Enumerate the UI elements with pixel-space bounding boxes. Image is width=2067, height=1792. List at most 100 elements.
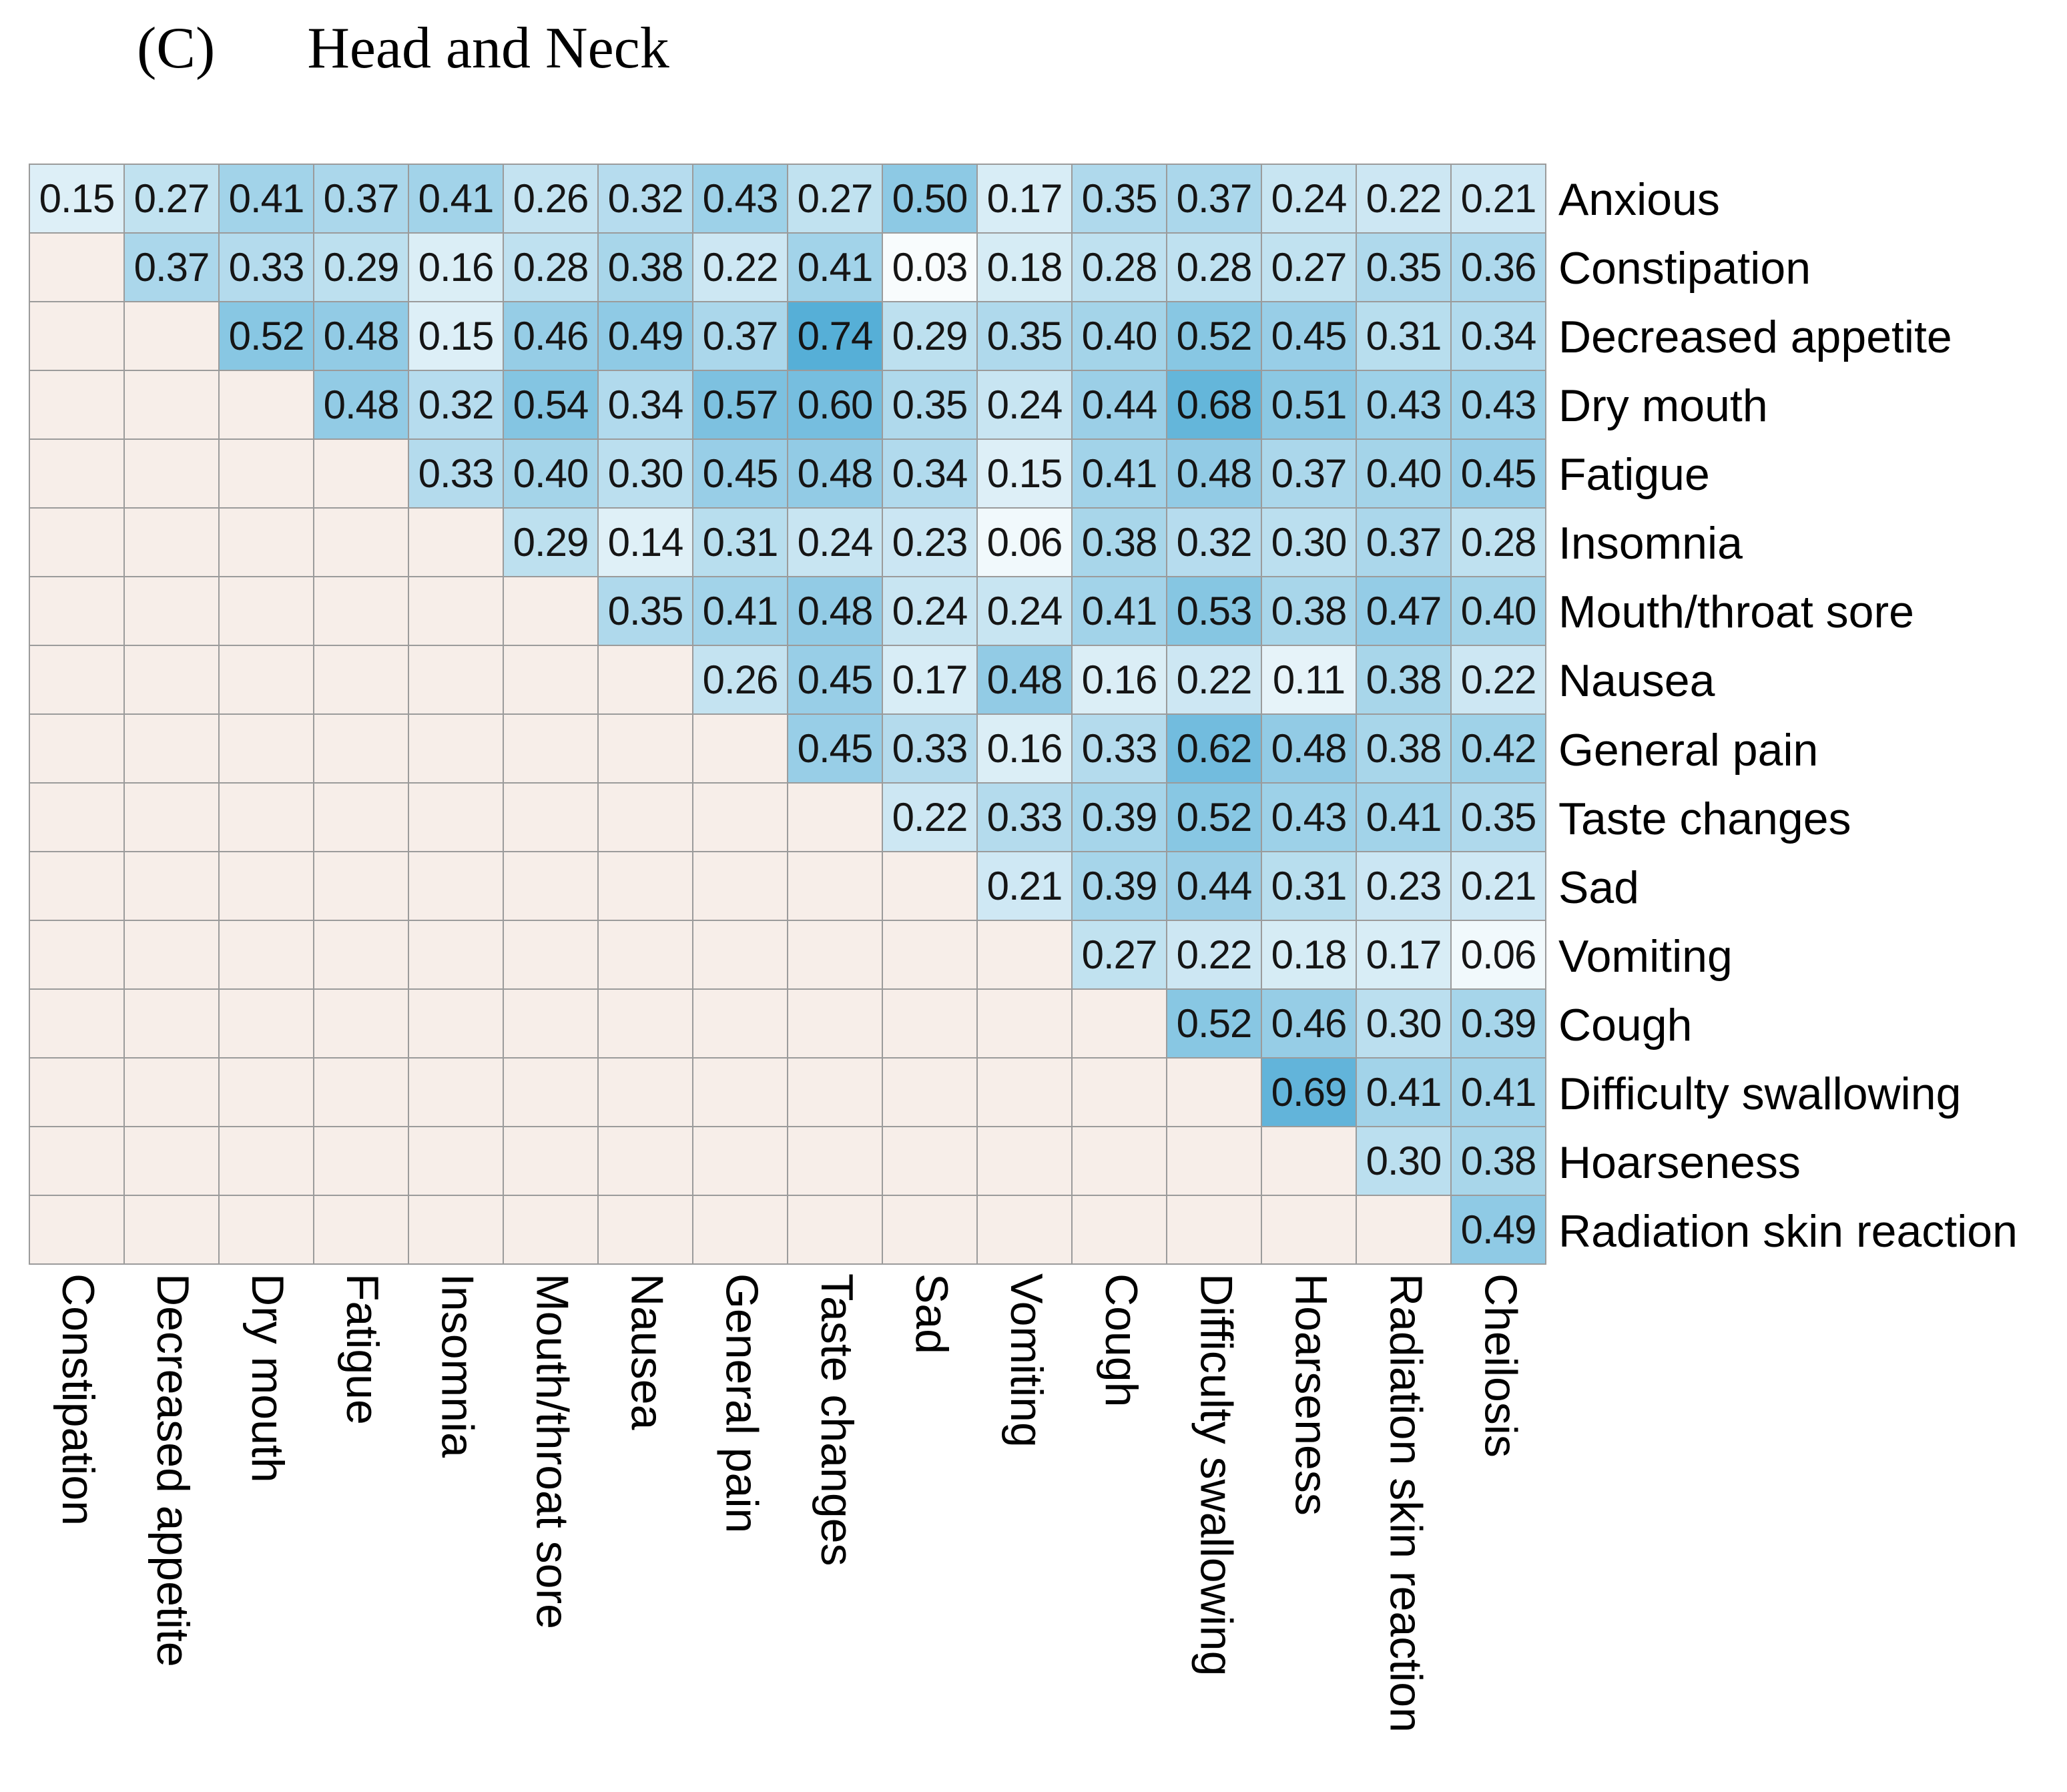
heatmap-cell: 0.29 [314, 234, 408, 301]
heatmap-cell: 0.24 [978, 577, 1071, 645]
heatmap-cell-empty [30, 852, 123, 920]
heatmap-cell: 0.32 [599, 165, 692, 232]
row-label: Hoarseness [1558, 1137, 1801, 1189]
figure-title: (C) Head and Neck [137, 15, 669, 82]
row-label: Fatigue [1558, 449, 1710, 501]
heatmap-cell: 0.69 [1262, 1059, 1356, 1126]
column-label: Taste changes [811, 1273, 862, 1566]
heatmap-cell-empty [693, 1059, 787, 1126]
heatmap-cell-empty [788, 921, 882, 988]
heatmap-cell-empty [30, 440, 123, 507]
heatmap-cell-empty [504, 990, 597, 1057]
heatmap-cell-empty [409, 1059, 503, 1126]
heatmap-cell: 0.45 [788, 715, 882, 782]
column-label: Dry mouth [242, 1273, 293, 1483]
heatmap-cell: 0.51 [1262, 371, 1356, 438]
heatmap-cell-empty [883, 921, 976, 988]
heatmap-cell: 0.03 [883, 234, 976, 301]
heatmap-cell-empty [220, 509, 313, 576]
heatmap-cell-empty [883, 990, 976, 1057]
heatmap-cell-empty [693, 1127, 787, 1195]
heatmap-cell: 0.48 [1167, 440, 1261, 507]
heatmap-cell: 0.18 [1262, 921, 1356, 988]
heatmap-cell-empty [30, 371, 123, 438]
heatmap-cell-empty [693, 784, 787, 851]
heatmap-cell: 0.48 [788, 440, 882, 507]
correlation-heatmap: 0.15 0.27 0.41 0.37 0.41 0.26 0.32 0.43 0.27 0.50… [29, 164, 1546, 1265]
heatmap-cell-empty [788, 852, 882, 920]
heatmap-cell: 0.38 [599, 234, 692, 301]
row-label: Nausea [1558, 655, 1715, 707]
column-label: Fatigue [337, 1273, 388, 1425]
heatmap-cell: 0.49 [1452, 1196, 1545, 1263]
heatmap-cell: 0.48 [978, 646, 1071, 713]
heatmap-cell: 0.16 [1073, 646, 1166, 713]
row-label: Decreased appetite [1558, 311, 1952, 362]
heatmap-cell: 0.37 [1167, 165, 1261, 232]
heatmap-cell: 0.41 [693, 577, 787, 645]
heatmap-cell: 0.52 [220, 302, 313, 370]
column-label: Cough [1096, 1273, 1147, 1408]
heatmap-cell-empty [693, 990, 787, 1057]
heatmap-cell-empty [599, 852, 692, 920]
heatmap-cell: 0.45 [788, 646, 882, 713]
heatmap-cell-empty [314, 1196, 408, 1263]
heatmap-cell-empty [693, 715, 787, 782]
heatmap-cell-empty [314, 715, 408, 782]
heatmap-cell-empty [220, 577, 313, 645]
heatmap-cell: 0.35 [1357, 234, 1450, 301]
heatmap-cell: 0.22 [1167, 921, 1261, 988]
heatmap-cell: 0.28 [504, 234, 597, 301]
heatmap-cell-empty [599, 1127, 692, 1195]
heatmap-cell: 0.31 [693, 509, 787, 576]
heatmap-cell-empty [504, 646, 597, 713]
heatmap-cell-empty [788, 1196, 882, 1263]
column-labels: Constipation Decreased appetite Dry mouth F… [30, 1273, 1548, 1733]
heatmap-cell: 0.33 [883, 715, 976, 782]
row-label: Constipation [1558, 242, 1811, 294]
heatmap-cell: 0.26 [693, 646, 787, 713]
column-label: Insomnia [432, 1273, 483, 1458]
heatmap-cell-empty [504, 852, 597, 920]
heatmap-cell: 0.38 [1073, 509, 1166, 576]
heatmap-cell: 0.34 [883, 440, 976, 507]
heatmap-cell-empty [30, 1127, 123, 1195]
heatmap-cell-empty [504, 1196, 597, 1263]
heatmap-cell: 0.39 [1452, 990, 1545, 1057]
heatmap-cell-empty [693, 852, 787, 920]
heatmap-cell-empty [1262, 1196, 1356, 1263]
heatmap-cell: 0.17 [1357, 921, 1450, 988]
heatmap-cell: 0.48 [314, 302, 408, 370]
heatmap-cell-empty [409, 852, 503, 920]
panel-label: (C) [137, 16, 216, 81]
heatmap-cell: 0.28 [1073, 234, 1166, 301]
heatmap-cell: 0.41 [220, 165, 313, 232]
heatmap-cell: 0.40 [504, 440, 597, 507]
column-label: General pain [716, 1273, 768, 1534]
heatmap-cell-empty [409, 921, 503, 988]
heatmap-cell: 0.38 [1262, 577, 1356, 645]
heatmap-cell-empty [978, 1059, 1071, 1126]
heatmap-cell: 0.21 [1452, 852, 1545, 920]
heatmap-cell-empty [125, 1196, 218, 1263]
heatmap-cell-empty [30, 509, 123, 576]
heatmap-cell-empty [220, 1127, 313, 1195]
heatmap-cell-empty [1073, 1196, 1166, 1263]
heatmap-cell: 0.53 [1167, 577, 1261, 645]
heatmap-cell: 0.17 [978, 165, 1071, 232]
heatmap-cell-empty [409, 784, 503, 851]
heatmap-cell-empty [125, 715, 218, 782]
row-label: Mouth/throat sore [1558, 587, 1914, 638]
heatmap-cell: 0.31 [1357, 302, 1450, 370]
heatmap-cell-empty [220, 990, 313, 1057]
title-text: Head and Neck [307, 16, 669, 81]
heatmap-cell: 0.23 [1357, 852, 1450, 920]
heatmap-cell-empty [30, 234, 123, 301]
heatmap-cell: 0.46 [504, 302, 597, 370]
heatmap-cell-empty [314, 852, 408, 920]
heatmap-cell: 0.37 [1262, 440, 1356, 507]
heatmap-cell: 0.27 [1073, 921, 1166, 988]
heatmap-cell-empty [125, 509, 218, 576]
heatmap-cell-empty [883, 852, 976, 920]
